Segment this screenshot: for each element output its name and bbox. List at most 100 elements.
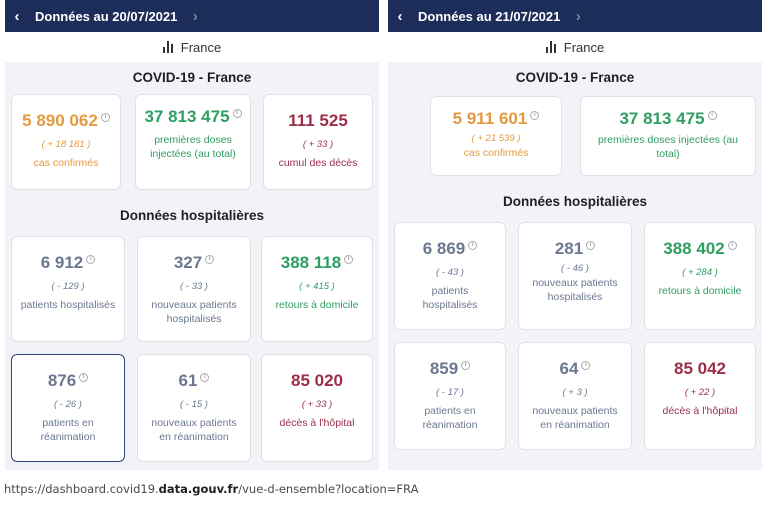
stat-value: 876 i [12,371,124,391]
next-date-button[interactable]: › [192,7,198,25]
previous-date-button[interactable]: ‹ [14,7,20,25]
stat-value: 111 525 [288,111,348,130]
stat-card-intensive-care[interactable]: 876 i ( - 26 ) patients en réanimation [11,354,125,462]
dashboard-panel-right: ‹ Données au 21/07/2021 › France COVID-1… [388,0,762,470]
stat-label: cumul des décès [278,157,358,169]
stat-value: 5 890 062 i [12,111,120,131]
stat-delta: ( - 15 ) [180,399,208,410]
stat-value: 281 i [519,239,631,259]
stat-delta: ( - 129 ) [51,281,85,292]
stat-delta: ( + 21 539 ) [471,133,521,144]
stat-card-confirmed-cases[interactable]: 5 911 601 i ( + 21 539 ) cas confirmés [430,96,562,176]
stat-value: 85 020 [291,371,343,390]
region-label: France [180,39,222,55]
stat-label: décès à l'hôpital [662,405,738,417]
stat-label: patients hospitalisés [20,299,116,311]
stat-card-returns-home[interactable]: 388 118 i ( + 415 ) retours à domicile [261,236,373,342]
stat-label: nouveaux patients hospitalisés [151,299,237,325]
stat-card-first-doses[interactable]: 37 813 475 i premières doses injectées (a… [580,96,756,176]
stat-label: patients en réanimation [40,417,96,443]
info-icon[interactable]: i [200,373,210,382]
bar-chart-icon [545,41,556,53]
stat-delta: ( + 33 ) [301,399,333,410]
stat-label: cas confirmés [463,147,529,159]
stat-label: nouveaux patients en réanimation [532,405,618,431]
stat-value: 327 i [138,253,250,273]
info-icon[interactable]: i [79,373,89,382]
stat-card-hospital-deaths[interactable]: 85 042 ( + 22 ) décès à l'hôpital [644,342,756,450]
dashboard-panel-left: ‹ Données au 20/07/2021 › France COVID-1… [5,0,379,470]
stat-card-hospitalized[interactable]: 6 869 i ( - 43 ) patients hospitalisés [394,222,506,330]
stat-value: 37 813 475 i [136,107,250,127]
stat-card-new-intensive-care[interactable]: 61 i ( - 15 ) nouveaux patients en réanim… [137,354,251,462]
stat-value: 64 i [519,359,631,379]
stat-card-intensive-care[interactable]: 859 i ( - 17 ) patients en réanimation [394,342,506,450]
stat-label: patients en réanimation [422,405,478,431]
stat-delta: ( - 26 ) [54,399,82,410]
stat-value: 859 i [395,359,505,379]
stat-card-returns-home[interactable]: 388 402 i ( + 284 ) retours à domicile [644,222,756,330]
stat-label: nouveaux patients en réanimation [151,417,237,443]
info-icon[interactable]: i [100,113,110,122]
stat-card-new-hospitalized[interactable]: 327 i ( - 33 ) nouveaux patients hospital… [137,236,251,342]
hospital-section-title: Données hospitalières [119,208,265,223]
stat-delta: ( + 18 181 ) [41,139,91,150]
hospital-section-title: Données hospitalières [502,194,648,209]
source-url[interactable]: https://dashboard.covid19.data.gouv.fr/v… [4,482,419,496]
info-icon[interactable]: i [232,109,242,118]
stat-label: décès à l'hôpital [279,417,355,429]
covid-section-title: COVID-19 - France [132,70,252,85]
info-icon[interactable]: i [707,111,717,120]
covid-section-title: COVID-19 - France [515,70,635,85]
info-icon[interactable]: i [530,111,540,120]
date-header: ‹ Données au 20/07/2021 › [5,0,379,32]
info-icon[interactable]: i [468,241,478,250]
stat-label: patients hospitalisés [422,285,478,311]
stat-delta: ( + 33 ) [302,139,334,150]
stat-card-new-intensive-care[interactable]: 64 i ( + 3 ) nouveaux patients en réanima… [518,342,632,450]
info-icon[interactable]: i [581,361,591,370]
stat-label: nouveaux patients hospitalisés [532,277,618,303]
info-icon[interactable]: i [727,241,737,250]
stat-card-new-hospitalized[interactable]: 281 i ( - 46 ) nouveaux patients hospital… [518,222,632,330]
stat-delta: ( - 17 ) [436,387,464,398]
stat-card-first-doses[interactable]: 37 813 475 i premières doses injectées (a… [135,94,251,190]
stat-card-cumulative-deaths[interactable]: 111 525 ( + 33 ) cumul des décès [263,94,373,190]
previous-date-button[interactable]: ‹ [397,7,403,25]
stat-delta: ( - 33 ) [180,281,208,292]
info-icon[interactable]: i [461,361,471,370]
stat-delta: ( - 43 ) [436,267,464,278]
info-icon[interactable]: i [344,255,354,264]
stat-delta: ( + 3 ) [562,387,588,398]
stat-delta: ( - 46 ) [561,263,589,274]
date-label: Données au 21/07/2021 [418,8,561,24]
stat-label: premières doses injectées (au total) [597,134,739,160]
stat-delta: ( + 22 ) [684,387,716,398]
info-icon[interactable]: i [586,241,596,250]
stat-value: 5 911 601 i [431,109,561,129]
stat-card-hospitalized[interactable]: 6 912 i ( - 129 ) patients hospitalisés [11,236,125,342]
date-header: ‹ Données au 21/07/2021 › [388,0,762,32]
stat-delta: ( + 284 ) [682,267,718,278]
region-selector[interactable]: France [5,32,379,62]
stat-value: 61 i [138,371,250,391]
bar-chart-icon [162,41,173,53]
next-date-button[interactable]: › [575,7,581,25]
stat-label: retours à domicile [275,299,359,311]
info-icon[interactable]: i [205,255,215,264]
region-selector[interactable]: France [388,32,762,62]
stat-card-confirmed-cases[interactable]: 5 890 062 i ( + 18 181 ) cas confirmés [11,94,121,190]
stat-delta: ( + 415 ) [299,281,335,292]
stat-label: premières doses injectées (au total) [150,134,236,160]
date-label: Données au 20/07/2021 [35,8,178,24]
stat-card-hospital-deaths[interactable]: 85 020 ( + 33 ) décès à l'hôpital [261,354,373,462]
stat-value: 85 042 [674,359,726,378]
stat-value: 37 813 475 i [581,109,755,129]
stat-value: 6 912 i [12,253,124,273]
stat-label: retours à domicile [658,285,742,297]
stat-value: 388 118 i [262,253,372,273]
stat-value: 6 869 i [395,239,505,259]
stat-label: cas confirmés [33,157,99,169]
region-label: France [563,39,605,55]
info-icon[interactable]: i [86,255,96,264]
